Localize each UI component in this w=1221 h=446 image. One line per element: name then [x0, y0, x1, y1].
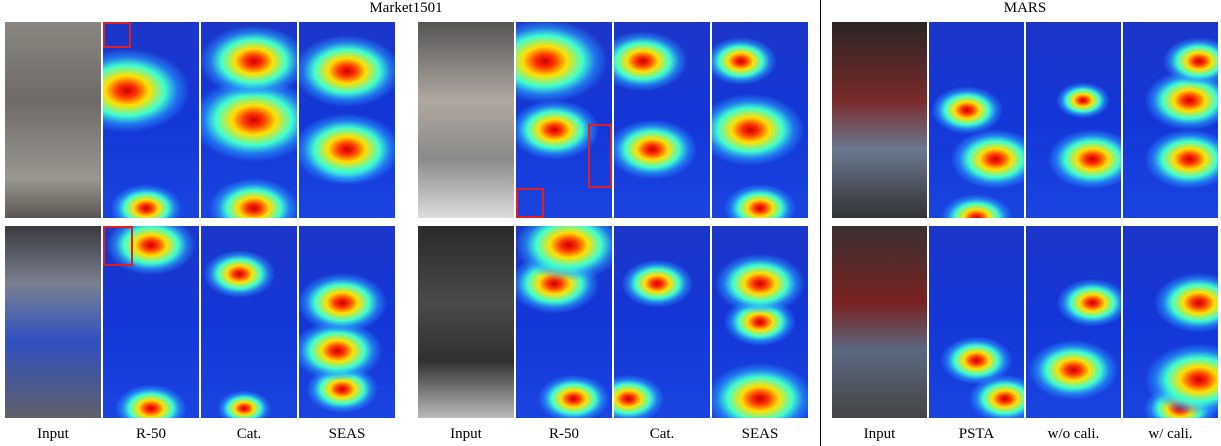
heatmap-image	[299, 226, 395, 418]
highlight-box	[588, 124, 612, 188]
highlight-box	[103, 226, 133, 266]
heatmap-image	[712, 22, 808, 218]
heatmap-image	[103, 22, 199, 218]
figure: Market1501 MARS InputR-50Cat.SEASInputR-…	[0, 0, 1221, 446]
heatmap-image	[299, 22, 395, 218]
heatmap-image	[201, 226, 297, 418]
input-image	[418, 22, 514, 218]
heatmap-image	[929, 22, 1024, 218]
heatmap-image	[614, 22, 710, 218]
highlight-box	[103, 22, 131, 48]
heatmap-image	[1123, 22, 1218, 218]
heatmap-image	[1026, 22, 1121, 218]
input-image	[832, 22, 927, 218]
group-title: MARS	[925, 0, 1125, 17]
highlight-box	[516, 188, 544, 218]
heatmap-image	[1123, 226, 1218, 418]
heatmap-image	[516, 226, 612, 418]
heatmap-image	[929, 226, 1024, 418]
divider	[820, 0, 821, 446]
input-image	[5, 226, 101, 418]
heatmap-image	[614, 226, 710, 418]
heatmap-image	[712, 226, 808, 418]
group-title: Market1501	[306, 0, 506, 17]
input-image	[5, 22, 101, 218]
input-image	[832, 226, 927, 418]
column-label: w/ cali.	[1071, 426, 1221, 443]
heatmap-image	[201, 22, 297, 218]
input-image	[418, 226, 514, 418]
heatmap-image	[1026, 226, 1121, 418]
